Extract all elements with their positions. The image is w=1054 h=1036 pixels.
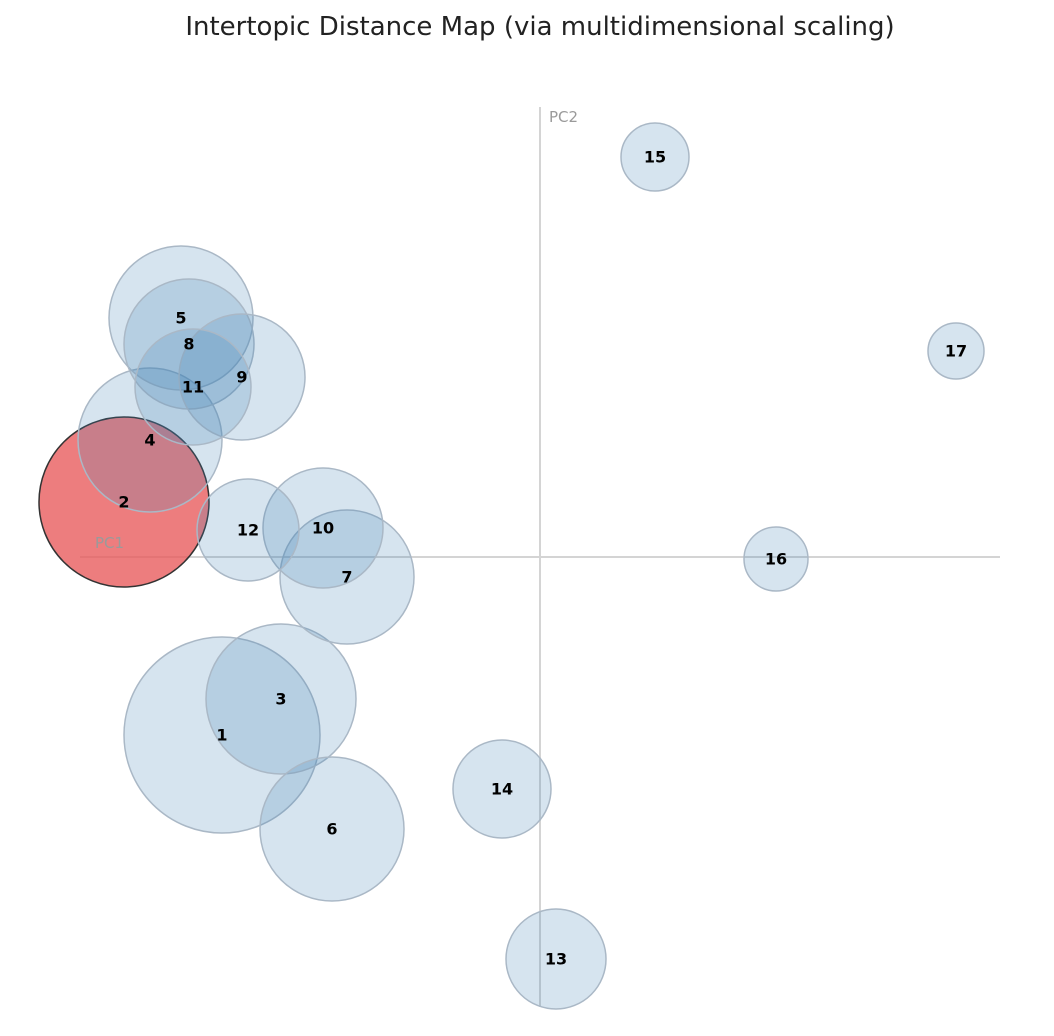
topic-label-14: 14 xyxy=(491,780,513,799)
chart-title: Intertopic Distance Map (via multidimens… xyxy=(185,12,895,42)
topic-label-11: 11 xyxy=(182,378,204,397)
topic-label-15: 15 xyxy=(644,148,666,167)
topic-bubble-10[interactable] xyxy=(262,467,384,589)
topic-label-3: 3 xyxy=(275,690,286,709)
topic-label-6: 6 xyxy=(326,820,337,839)
topic-bubble-6[interactable] xyxy=(259,756,405,902)
topic-bubble-16[interactable] xyxy=(743,526,809,592)
topic-bubble-2[interactable] xyxy=(38,416,210,588)
topic-label-13: 13 xyxy=(545,950,567,969)
topic-label-16: 16 xyxy=(765,550,787,569)
topic-bubble-3[interactable] xyxy=(205,623,357,775)
topic-label-2: 2 xyxy=(118,493,129,512)
topic-label-4: 4 xyxy=(144,431,155,450)
topic-bubble-11[interactable] xyxy=(134,328,252,446)
topic-bubble-17[interactable] xyxy=(927,322,985,380)
topic-bubble-13[interactable] xyxy=(505,908,607,1010)
topic-bubble-14[interactable] xyxy=(452,739,552,839)
topic-label-17: 17 xyxy=(945,342,967,361)
topic-label-12: 12 xyxy=(237,521,259,540)
topic-label-9: 9 xyxy=(236,368,247,387)
topic-label-10: 10 xyxy=(312,519,334,538)
pc2-axis-label: PC2 xyxy=(549,108,578,126)
topic-bubble-15[interactable] xyxy=(620,122,690,192)
topic-label-7: 7 xyxy=(341,568,352,587)
topic-label-1: 1 xyxy=(216,726,227,745)
topic-bubble-9[interactable] xyxy=(178,313,306,441)
topic-bubbles xyxy=(38,122,985,1010)
pc1-axis-label: PC1 xyxy=(95,534,124,552)
topic-bubble-1[interactable] xyxy=(123,636,321,834)
topic-label-8: 8 xyxy=(183,335,194,354)
topic-label-5: 5 xyxy=(175,309,186,328)
topic-bubble-12[interactable] xyxy=(196,478,300,582)
topic-bubble-4[interactable] xyxy=(77,367,223,513)
